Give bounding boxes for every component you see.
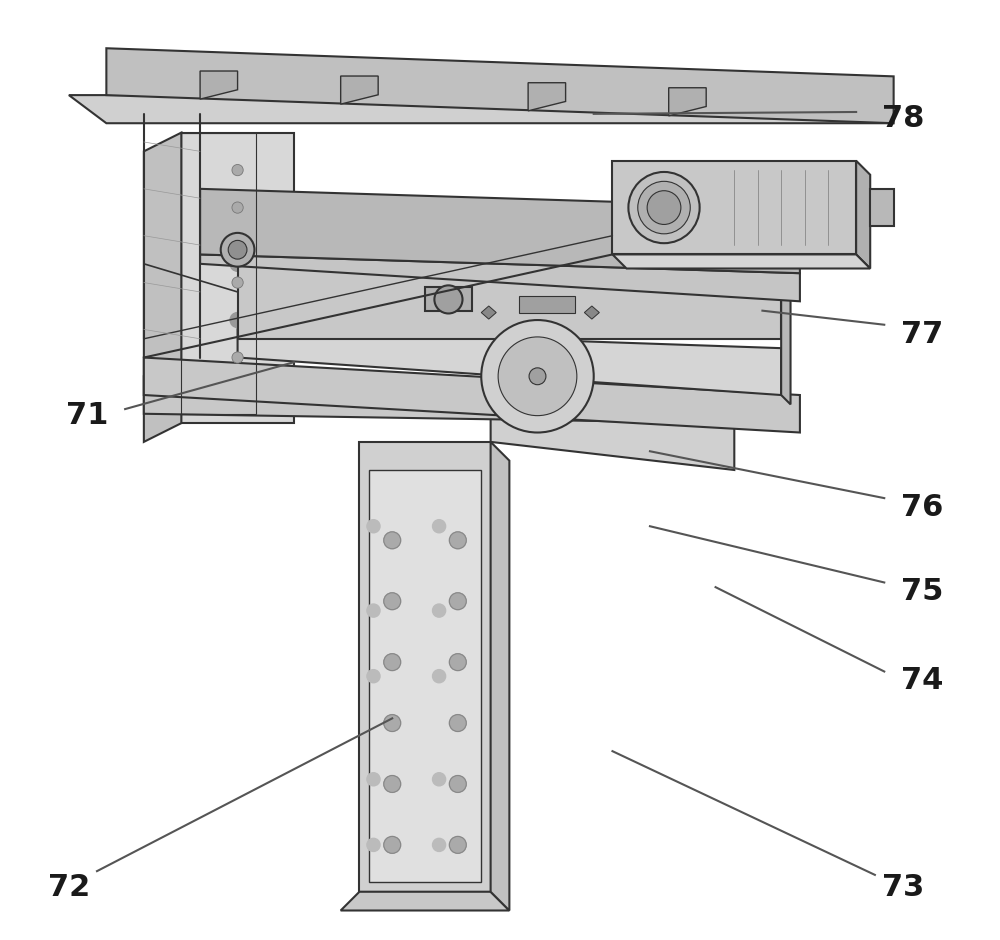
Circle shape [449, 714, 466, 731]
Text: 71: 71 [66, 401, 109, 431]
Polygon shape [612, 255, 870, 269]
Polygon shape [528, 83, 566, 111]
Bar [612, 161, 856, 255]
Polygon shape [69, 95, 894, 123]
Circle shape [449, 593, 466, 610]
Polygon shape [200, 255, 800, 302]
Circle shape [232, 164, 243, 176]
Circle shape [647, 191, 681, 225]
Bar [870, 189, 894, 227]
Circle shape [367, 838, 380, 852]
Polygon shape [856, 161, 870, 269]
Polygon shape [584, 306, 599, 319]
Bar [238, 255, 781, 338]
Circle shape [449, 653, 466, 670]
Text: 77: 77 [901, 320, 943, 349]
Circle shape [449, 776, 466, 792]
Polygon shape [238, 329, 781, 395]
Polygon shape [144, 376, 734, 423]
Circle shape [434, 286, 463, 313]
Circle shape [367, 520, 380, 533]
Text: 75: 75 [901, 577, 943, 606]
Polygon shape [106, 48, 894, 123]
Polygon shape [341, 76, 378, 104]
Bar [359, 442, 491, 892]
Polygon shape [341, 892, 509, 911]
Polygon shape [481, 306, 496, 319]
Text: 72: 72 [48, 872, 90, 901]
Circle shape [384, 837, 401, 854]
Text: 74: 74 [901, 666, 943, 696]
Polygon shape [669, 87, 706, 116]
Circle shape [221, 233, 254, 267]
Text: 78: 78 [882, 104, 924, 133]
Circle shape [367, 604, 380, 618]
Circle shape [230, 257, 245, 272]
Polygon shape [200, 71, 238, 99]
Polygon shape [781, 274, 791, 404]
Circle shape [384, 714, 401, 731]
Polygon shape [491, 442, 509, 911]
Polygon shape [144, 357, 800, 432]
Circle shape [449, 532, 466, 549]
Circle shape [384, 532, 401, 549]
Circle shape [232, 352, 243, 363]
Circle shape [230, 312, 245, 327]
Polygon shape [200, 189, 800, 274]
Circle shape [367, 669, 380, 682]
Bar [519, 296, 575, 312]
Text: 76: 76 [901, 493, 943, 522]
Polygon shape [491, 395, 734, 470]
Circle shape [638, 181, 690, 234]
Circle shape [232, 202, 243, 213]
Circle shape [232, 277, 243, 289]
Circle shape [433, 604, 446, 618]
Text: 73: 73 [882, 872, 924, 901]
Circle shape [433, 838, 446, 852]
Circle shape [433, 520, 446, 533]
Circle shape [384, 776, 401, 792]
Circle shape [367, 773, 380, 786]
Circle shape [384, 593, 401, 610]
Circle shape [433, 669, 446, 682]
Circle shape [529, 368, 546, 384]
Bar [181, 133, 256, 414]
Circle shape [628, 172, 700, 243]
Circle shape [433, 773, 446, 786]
Circle shape [228, 241, 247, 259]
Bar [181, 133, 294, 423]
Bar [369, 470, 481, 883]
Circle shape [449, 837, 466, 854]
Circle shape [498, 337, 577, 415]
Polygon shape [144, 133, 181, 442]
Circle shape [481, 320, 594, 432]
Circle shape [230, 200, 245, 215]
Bar [425, 288, 472, 311]
Circle shape [230, 368, 245, 384]
Circle shape [384, 653, 401, 670]
